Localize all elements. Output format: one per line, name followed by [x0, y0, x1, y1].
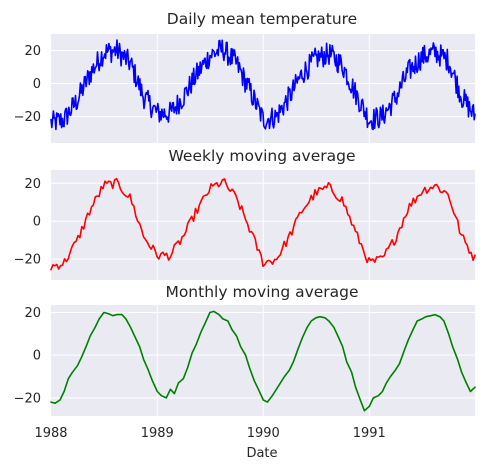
series-line-monthly [50, 310, 476, 412]
y-ticks-monthly: −20 0 20 [14, 306, 41, 406]
title-daily: Daily mean temperature [167, 10, 357, 28]
grid-weekly [51, 170, 475, 280]
y-tick-label: −20 [14, 253, 41, 268]
x-tick-label: 1989 [141, 426, 174, 441]
y-tick-label: −20 [14, 391, 41, 406]
y-tick-label: 0 [33, 215, 41, 230]
series-weekly [50, 177, 476, 271]
series-line-weekly [50, 177, 476, 271]
series-daily [50, 39, 476, 131]
y-tick-label: −20 [14, 110, 41, 125]
title-monthly: Monthly moving average [165, 283, 358, 301]
y-ticks-daily: −20 0 20 [14, 44, 41, 125]
x-tick-label: 1990 [247, 426, 280, 441]
subplot-daily: Daily mean temperature −20 0 20 [14, 10, 476, 143]
y-ticks-weekly: −20 0 20 [14, 177, 41, 268]
y-tick-label: 0 [33, 77, 41, 92]
x-tick-label: 1988 [34, 426, 67, 441]
title-weekly: Weekly moving average [169, 147, 356, 165]
y-tick-label: 20 [24, 177, 41, 192]
series-monthly [50, 310, 476, 412]
subplot-weekly: Weekly moving average −20 0 20 [14, 147, 476, 280]
y-tick-label: 20 [24, 44, 41, 59]
y-tick-label: 20 [24, 306, 41, 321]
series-line-daily [50, 39, 476, 131]
x-axis-label: Date [246, 446, 277, 461]
x-tick-label: 1991 [353, 426, 386, 441]
y-tick-label: 0 [33, 349, 41, 364]
x-ticks-monthly: 1988 1989 1990 1991 [34, 426, 385, 441]
